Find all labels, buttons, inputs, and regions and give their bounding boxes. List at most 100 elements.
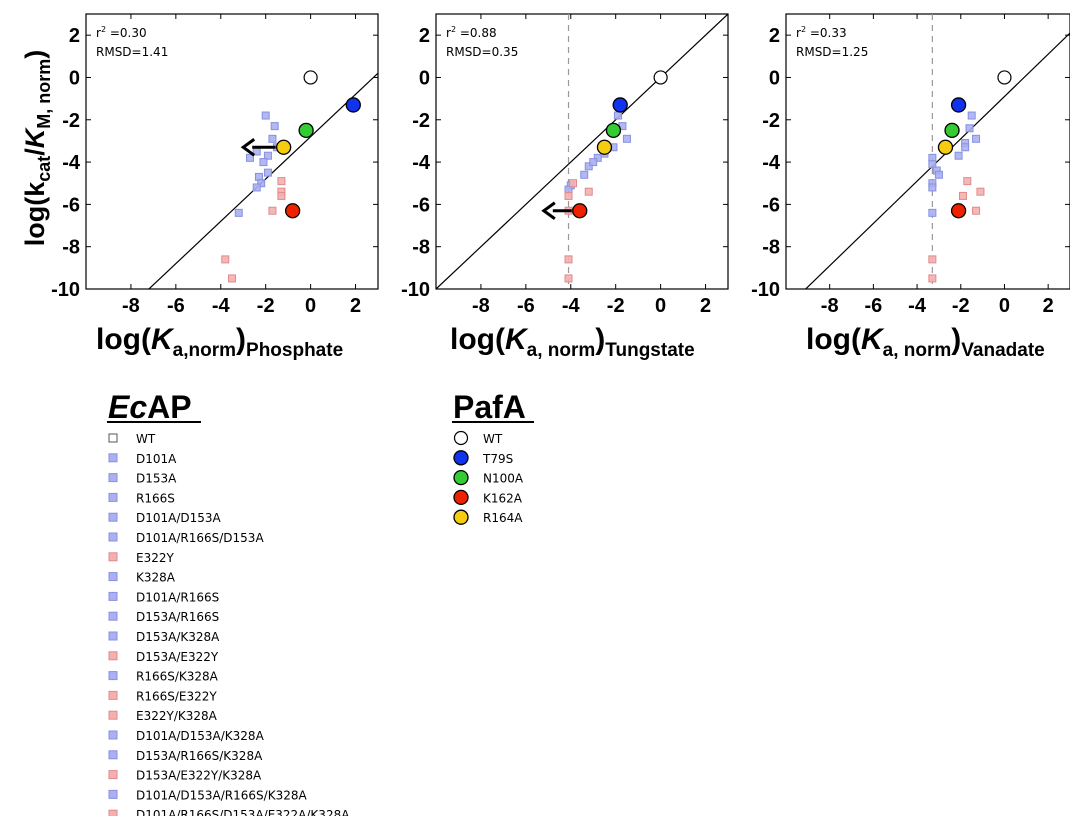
legend-ecap-marker-red [108,651,118,661]
pafa-point-t79s [950,97,967,113]
x-tick-label: -6 [864,295,882,317]
pafa-point-n100a [944,122,960,138]
pafa-point-k162a [572,203,588,219]
ecap-point-blue [965,124,974,133]
ecap-point-red [277,177,286,186]
legend-ecap-label: D153A [136,472,177,486]
y-tick-label: -4 [62,152,81,174]
plot-area [148,70,378,289]
legend-ecap-marker-blue [108,730,118,740]
x-tick-label: 2 [350,295,361,317]
rmsd-annotation: RMSD=1.25 [796,45,868,59]
fit-line [148,72,378,289]
legend-ecap-label: R166S [136,491,175,505]
legend-ecap-label: D101A/D153A/K328A [136,729,265,743]
legend-ecap-marker-blue [108,572,118,582]
y-tick-label: -6 [62,194,80,216]
legend-ecap-label: D101A [136,452,177,466]
pafa-point-wt [303,70,318,85]
ecap-point-blue [263,151,272,160]
y-label-sub2: M, norm [34,59,54,129]
x-tick-label: -8 [122,295,140,317]
x-tick-label: -6 [167,295,185,317]
legend-ecap-marker-blue [108,631,118,641]
x-axis-label: log(Ka, norm)Vanadate [806,323,1045,361]
x-label-italic: K [861,323,885,356]
pafa-point-k162a [950,203,967,219]
legend-pafa-label: R164A [483,511,523,525]
ecap-point-blue [928,208,937,217]
legend-ecap-marker-red [108,809,118,816]
y-tick-label: 2 [769,25,780,47]
legend-pafa-label: K162A [483,491,523,505]
ecap-point-blue [593,153,602,162]
svg-text:log(kcat/KM, norm): log(kcat/KM, norm) [20,50,54,247]
legend-ecap-marker-red [108,710,118,720]
x-label-italic: K [505,323,529,356]
ecap-point-red [268,206,277,215]
legend-ecap-label: D153A/E322Y [136,650,219,664]
x-label-prefix: log( [96,323,151,356]
y-tick-label: 0 [69,67,80,89]
ecap-point-blue [252,183,261,192]
legend-ecap-label: WT [136,432,156,446]
y-tick-label: 0 [419,67,430,89]
y-tick-label: -10 [51,279,80,301]
legend-ecap-label: D153A/R166S/K328A [136,749,263,763]
legend-ecap-label: D101A/D153A [136,511,222,525]
plot-area [804,14,1070,289]
x-tick-label: -6 [517,295,535,317]
ecap-point-blue [613,111,622,120]
legend-ecap-title-rest: AP [147,389,191,425]
ecap-point-red [564,274,573,283]
ecap-point-red [228,274,236,283]
plot-frame [435,13,729,290]
ecap-point-blue [622,134,631,143]
y-tick-label: -8 [62,237,80,259]
ecap-point-red [277,191,286,200]
legend-ecap-marker-blue [108,750,118,760]
pafa-point-n100a [298,122,314,138]
x-tick-label: 0 [305,295,316,317]
ecap-point-red [564,191,573,200]
legend-ecap-marker-wt [108,433,118,443]
rmsd-annotation: RMSD=0.35 [446,45,518,59]
r-squared-annotation: r2 =0.88 [446,25,497,40]
pafa-point-wt [997,70,1012,85]
legend-pafa-marker-k162a [453,489,469,506]
x-label-close: ) [236,323,246,356]
legend-pafa: PafA WT T79S N100A K162A R164A [452,389,534,525]
ecap-point-blue [257,179,266,188]
legend-ecap-label: D101A/R166S [136,590,219,604]
pafa-point-k162a [284,203,301,219]
legend-pafa-title: PafA [453,389,526,425]
ecap-point-blue [261,111,270,120]
ecap-point-blue [589,158,598,167]
y-tick-label: -6 [412,194,430,216]
r-squared-annotation: r2 =0.33 [796,25,847,40]
r-squared-symbol: r [796,26,801,40]
pafa-point-r164a [276,139,292,155]
legend-ecap-label: R166S/E322Y [136,689,217,703]
x-axis-label: log(Ka,norm)Phosphate [96,323,343,361]
ecap-point-red [963,177,972,186]
legend-ecap-label: D101A/R166S/D153A [136,531,264,545]
pafa-point-wt [653,70,668,85]
fit-line [436,14,728,289]
legend-ecap-marker-blue [108,473,118,483]
r-squared-value: =0.88 [456,26,497,40]
ecap-point-blue [580,170,589,179]
ecap-point-blue [972,134,981,143]
arrow-head [240,138,256,157]
r-squared-exponent: 2 [451,25,456,34]
ecap-point-red [976,187,985,196]
legend-ecap-label: R166S/K328A [136,670,219,684]
x-tick-label: -4 [562,295,581,317]
ecap-point-blue [967,111,976,120]
legend-ecap-label: D101A/D153A/R166S/K328A [136,788,307,802]
legend-ecap-marker-blue [108,671,118,681]
x-tick-label: -2 [952,295,970,317]
legend-ecap-title-italic: Ec [108,389,147,425]
y-tick-label: -2 [412,110,430,132]
